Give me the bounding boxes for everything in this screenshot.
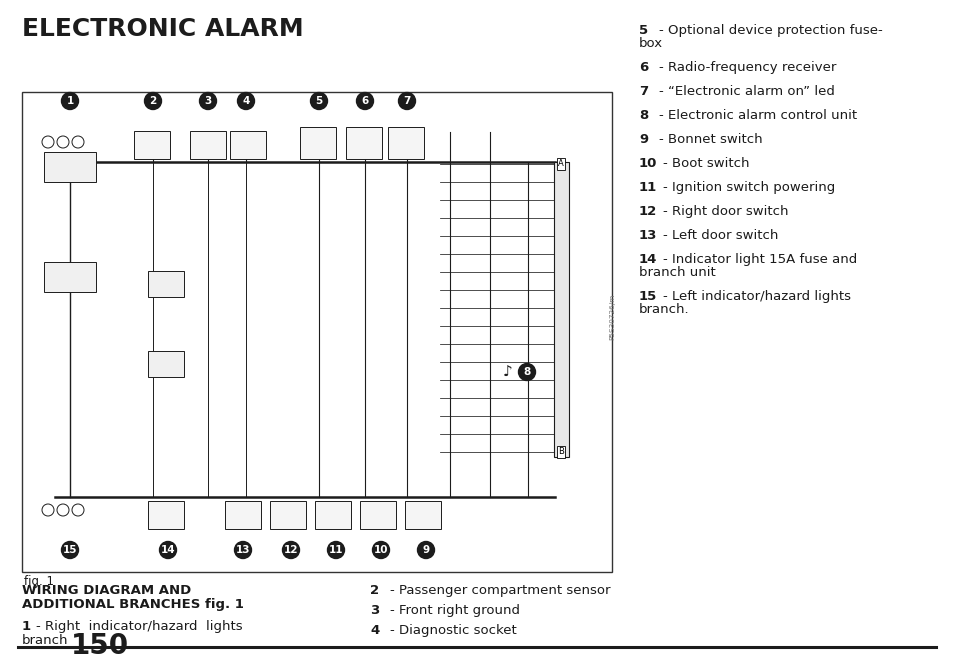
Bar (346, 127, 381, 159)
Text: 10: 10 (374, 545, 388, 555)
Text: 5: 5 (639, 24, 647, 37)
Bar (230, 131, 266, 159)
Circle shape (234, 542, 252, 558)
Text: ♪: ♪ (502, 364, 513, 380)
Text: - Electronic alarm control unit: - Electronic alarm control unit (659, 109, 856, 122)
Bar (225, 501, 261, 529)
Text: 8: 8 (523, 367, 530, 377)
Circle shape (144, 93, 161, 110)
Text: ELECTRONIC ALARM: ELECTRONIC ALARM (22, 17, 303, 41)
Circle shape (282, 542, 299, 558)
Text: 14: 14 (639, 253, 657, 266)
Text: 3: 3 (370, 604, 379, 617)
Text: - Boot switch: - Boot switch (662, 157, 749, 170)
Circle shape (61, 542, 78, 558)
Text: - Ignition switch powering: - Ignition switch powering (662, 181, 835, 194)
Circle shape (398, 93, 416, 110)
Text: 4: 4 (242, 96, 250, 106)
Bar (44, 262, 96, 292)
Text: 3: 3 (204, 96, 212, 106)
Bar (388, 127, 423, 159)
Circle shape (199, 93, 216, 110)
Text: 7: 7 (639, 85, 647, 98)
Text: 2: 2 (150, 96, 156, 106)
Text: 150: 150 (71, 632, 129, 660)
Text: 9: 9 (639, 133, 647, 146)
Bar (148, 351, 184, 377)
Text: 11: 11 (329, 545, 343, 555)
Text: branch.: branch. (639, 303, 689, 316)
Text: box: box (639, 37, 662, 50)
Text: 15: 15 (63, 545, 77, 555)
Text: 10: 10 (639, 157, 657, 170)
Text: A: A (558, 159, 563, 169)
Circle shape (327, 542, 344, 558)
Circle shape (61, 93, 78, 110)
Bar (270, 501, 306, 529)
Text: - Passenger compartment sensor: - Passenger compartment sensor (390, 584, 610, 597)
Text: - Left door switch: - Left door switch (662, 229, 778, 242)
Circle shape (237, 93, 254, 110)
Text: - Right  indicator/hazard  lights: - Right indicator/hazard lights (36, 620, 242, 633)
Circle shape (417, 542, 434, 558)
Text: - “Electronic alarm on” led: - “Electronic alarm on” led (659, 85, 834, 98)
Circle shape (42, 136, 54, 148)
Circle shape (71, 136, 84, 148)
Circle shape (372, 542, 389, 558)
Text: WIRING DIAGRAM AND: WIRING DIAGRAM AND (22, 584, 191, 597)
Text: 11: 11 (639, 181, 657, 194)
Text: 1: 1 (22, 620, 31, 633)
Bar (148, 271, 184, 297)
Bar (299, 127, 335, 159)
Bar (44, 152, 96, 182)
Text: 2: 2 (370, 584, 378, 597)
Bar (359, 501, 395, 529)
Text: 6: 6 (361, 96, 368, 106)
Text: - Left indicator/hazard lights: - Left indicator/hazard lights (662, 290, 850, 303)
Bar (314, 501, 351, 529)
Text: - Radio-frequency receiver: - Radio-frequency receiver (659, 61, 836, 74)
Text: 13: 13 (639, 229, 657, 242)
Text: 6: 6 (639, 61, 648, 74)
Bar (22, 92, 612, 572)
Text: 13: 13 (235, 545, 250, 555)
Text: P5S30726/m: P5S30726/m (608, 294, 615, 340)
Text: 7: 7 (403, 96, 410, 106)
Bar (405, 501, 440, 529)
Text: branch unit: branch unit (639, 266, 715, 279)
Text: 1: 1 (67, 96, 73, 106)
Text: 12: 12 (283, 545, 298, 555)
Circle shape (42, 504, 54, 516)
Text: 14: 14 (160, 545, 175, 555)
Bar (190, 131, 226, 159)
Text: - Right door switch: - Right door switch (662, 205, 788, 218)
Circle shape (310, 93, 327, 110)
Text: fig. 1: fig. 1 (24, 575, 54, 588)
Text: - Diagnostic socket: - Diagnostic socket (390, 624, 517, 637)
Text: B: B (558, 448, 563, 456)
Text: 4: 4 (370, 624, 379, 637)
Text: 12: 12 (639, 205, 657, 218)
Text: 5: 5 (315, 96, 322, 106)
Circle shape (57, 136, 69, 148)
Text: - Optional device protection fuse-: - Optional device protection fuse- (659, 24, 882, 37)
Text: ADDITIONAL BRANCHES fig. 1: ADDITIONAL BRANCHES fig. 1 (22, 598, 244, 611)
Circle shape (356, 93, 374, 110)
Text: - Front right ground: - Front right ground (390, 604, 519, 617)
Text: 9: 9 (422, 545, 429, 555)
Circle shape (71, 504, 84, 516)
Circle shape (57, 504, 69, 516)
Bar (554, 162, 568, 457)
Bar (148, 501, 184, 529)
Text: - Indicator light 15A fuse and: - Indicator light 15A fuse and (662, 253, 857, 266)
Circle shape (159, 542, 176, 558)
Bar (133, 131, 170, 159)
Circle shape (518, 364, 535, 380)
Text: 8: 8 (639, 109, 648, 122)
Text: 15: 15 (639, 290, 657, 303)
Text: - Bonnet switch: - Bonnet switch (659, 133, 761, 146)
Text: branch: branch (22, 634, 69, 647)
